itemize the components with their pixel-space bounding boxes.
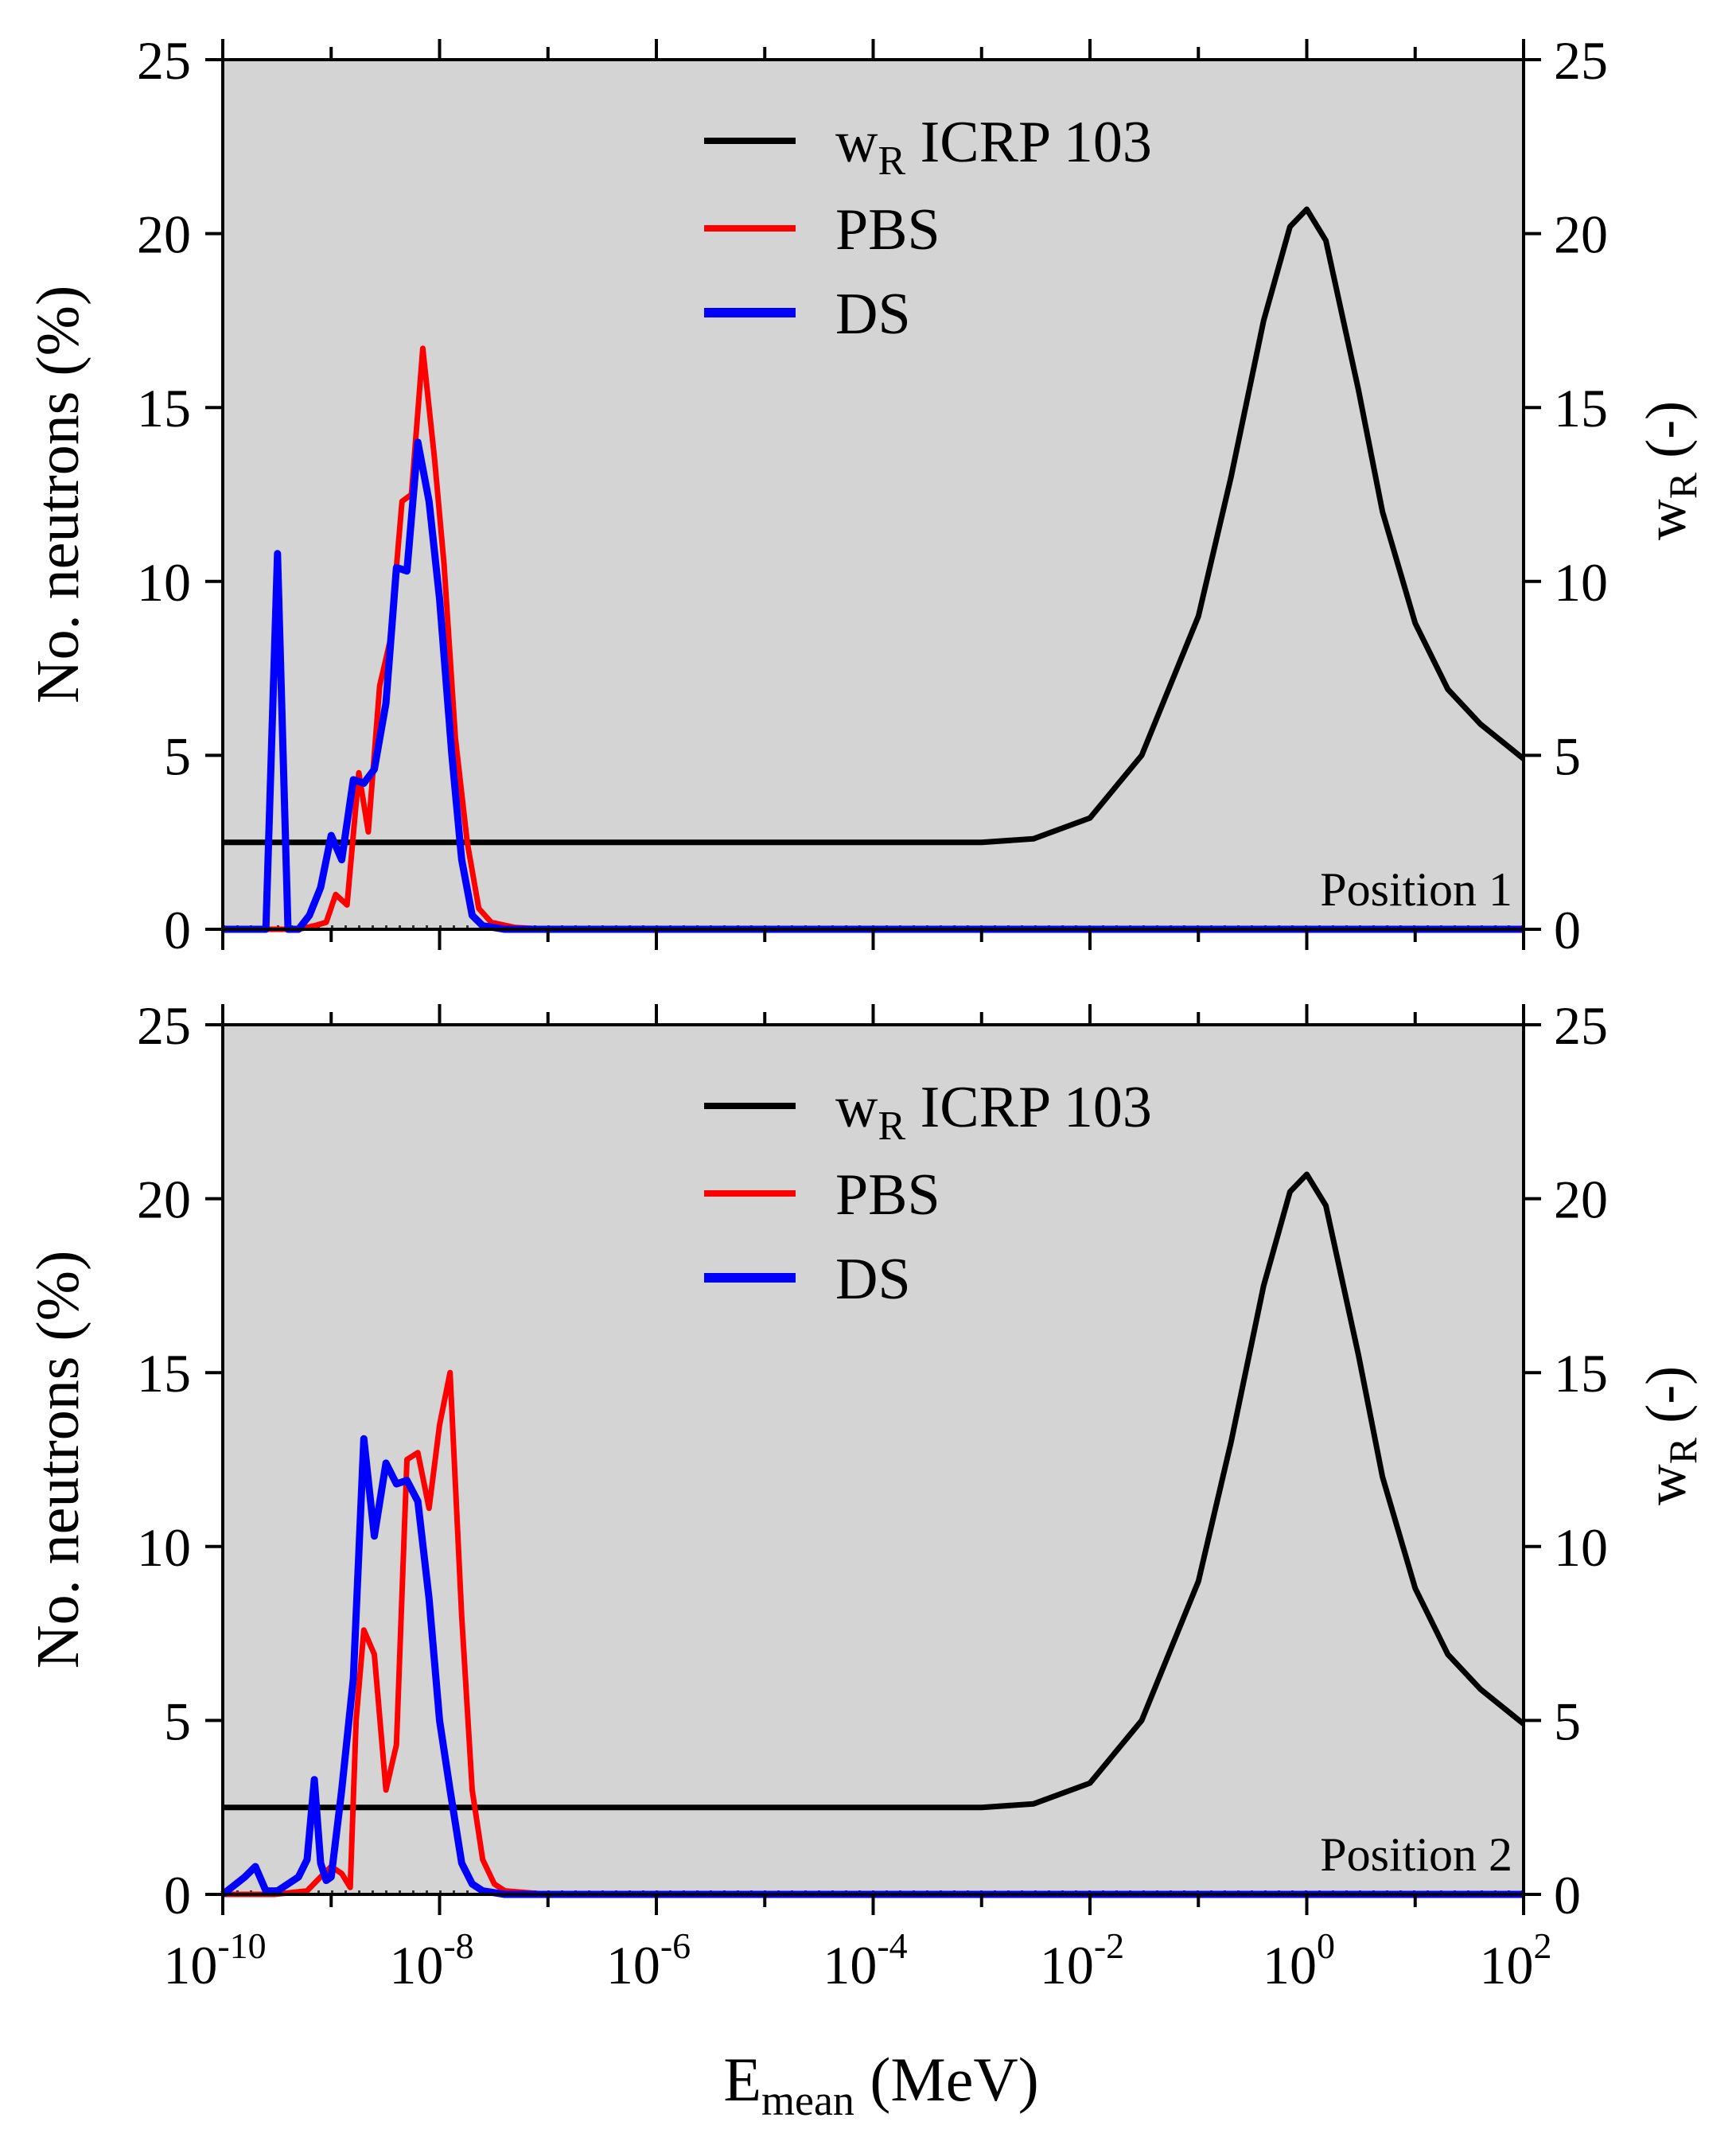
x-tick-exp: 0 (1317, 1925, 1335, 1966)
x-tick-base: 10 (1480, 1935, 1534, 1995)
x-label-unit: (MeV) (854, 2045, 1039, 2114)
x-tick-base: 10 (606, 1935, 660, 1995)
y-tick-label: 15 (137, 1343, 191, 1403)
x-tick-label: 10-2 (1040, 1925, 1124, 1995)
y-tick-label: 10 (137, 552, 191, 613)
series-line-w (223, 1171, 1526, 1811)
y2-tick-label: 20 (1554, 204, 1608, 265)
y-axis-label: No. neutrons (%) (25, 286, 91, 704)
x-tick-label: 10-8 (389, 1925, 473, 1995)
x-tick-exp: -2 (1094, 1925, 1124, 1966)
x-tick-base: 10 (823, 1935, 877, 1995)
y-tick-label: 20 (137, 204, 191, 265)
x-tick-exp: -8 (443, 1925, 473, 1966)
y2-tick-label: 25 (1554, 995, 1608, 1056)
x-tick-exp: -10 (217, 1925, 266, 1966)
y2-label-main: w (1634, 1464, 1698, 1505)
legend-name-sub: R (878, 138, 905, 184)
legend-label-pbs: PBS (835, 1162, 940, 1228)
legend-name: PBS (835, 197, 940, 263)
x-tick-label: 10-6 (606, 1925, 691, 1995)
y2-label-sub: R (1660, 472, 1705, 499)
series-line-pbs (223, 345, 1524, 932)
x-tick-label: 102 (1480, 1925, 1552, 1995)
plot-background (223, 60, 1524, 929)
y2-tick-label: 10 (1554, 552, 1608, 613)
x-tick-label: 10-10 (163, 1925, 266, 1995)
legend-label-w: wR ICRP 103 (835, 110, 1152, 184)
shared-labels: Emean (MeV) (723, 2045, 1038, 2124)
legend-label-w: wR ICRP 103 (835, 1075, 1152, 1149)
legend-name: PBS (835, 1162, 940, 1228)
series-line-w (223, 206, 1526, 846)
y2-tick-label: 0 (1554, 1865, 1581, 1925)
x-axis-label: Emean (MeV) (723, 2045, 1038, 2124)
position-annotation: Position 1 (1320, 863, 1512, 916)
x-label-main: E (723, 2045, 761, 2114)
plot-background (223, 1025, 1524, 1894)
x-tick-label: 100 (1263, 1925, 1335, 1995)
y2-tick-label: 10 (1554, 1517, 1608, 1578)
y2-axis-label: wR (-) (1634, 401, 1705, 540)
x-label-sub: mean (761, 2077, 854, 2124)
y2-tick-label: 15 (1554, 1343, 1608, 1403)
legend-name: w (835, 1075, 878, 1140)
x-tick-exp: 2 (1534, 1925, 1552, 1966)
legend-name-rest: ICRP 103 (905, 1075, 1152, 1140)
y-tick-label: 20 (137, 1170, 191, 1230)
y2-label-main: w (1634, 499, 1698, 540)
x-tick-base: 10 (1040, 1935, 1094, 1995)
y2-tick-label: 25 (1554, 30, 1608, 91)
y-tick-label: 5 (164, 726, 191, 786)
position-annotation: Position 2 (1320, 1828, 1512, 1881)
y-tick-label: 25 (137, 30, 191, 91)
y2-tick-label: 15 (1554, 378, 1608, 438)
y-tick-label: 0 (164, 900, 191, 960)
legend-label-ds: DS (835, 282, 911, 347)
y2-tick-label: 20 (1554, 1170, 1608, 1230)
y-tick-label: 15 (137, 378, 191, 438)
y2-label-sub: R (1660, 1437, 1705, 1464)
y2-tick-label: 5 (1554, 726, 1581, 786)
y-tick-label: 5 (164, 1691, 191, 1751)
legend-label-pbs: PBS (835, 197, 940, 263)
y2-axis-label: wR (-) (1634, 1366, 1705, 1505)
x-tick-base: 10 (163, 1935, 217, 1995)
y2-tick-label: 5 (1554, 1691, 1581, 1751)
y-axis-label: No. neutrons (%) (25, 1251, 91, 1669)
series-line-ds (220, 1435, 1524, 1898)
legend-name-rest: ICRP 103 (905, 110, 1152, 175)
y2-label-unit: (-) (1634, 401, 1698, 473)
legend-name: w (835, 110, 878, 175)
legend-name: DS (835, 282, 911, 347)
y-tick-label: 10 (137, 1517, 191, 1578)
x-tick-base: 10 (1263, 1935, 1317, 1995)
legend-name: DS (835, 1247, 911, 1312)
y-tick-label: 25 (137, 995, 191, 1056)
x-tick-label: 10-4 (823, 1925, 907, 1995)
x-tick-exp: -6 (660, 1925, 691, 1966)
y2-label-unit: (-) (1634, 1366, 1698, 1438)
legend-name-sub: R (878, 1104, 905, 1149)
legend-label-ds: DS (835, 1247, 911, 1312)
y2-tick-label: 0 (1554, 900, 1581, 960)
x-tick-exp: -4 (877, 1925, 907, 1966)
y-tick-label: 0 (164, 1865, 191, 1925)
x-tick-base: 10 (389, 1935, 443, 1995)
